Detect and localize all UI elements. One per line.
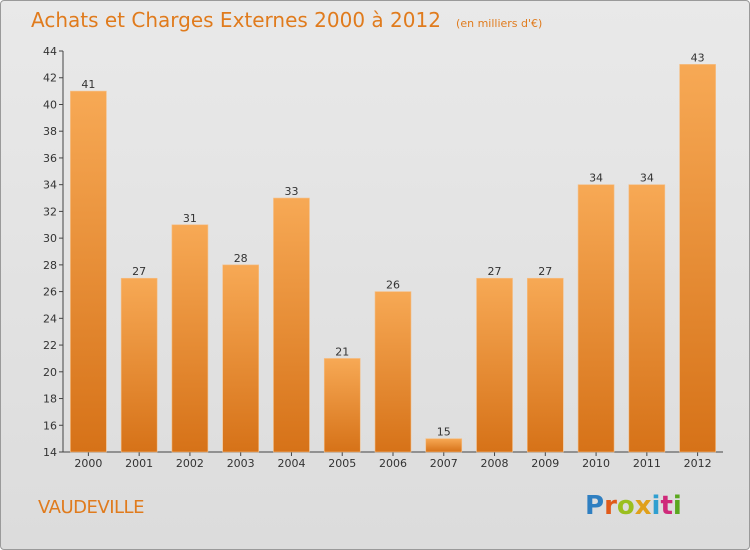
y-tick-label: 22 (43, 339, 57, 352)
y-tick-label: 24 (43, 312, 57, 325)
x-tick-label: 2004 (277, 457, 305, 470)
data-label: 27 (488, 265, 502, 278)
bar (628, 184, 666, 453)
bar (425, 438, 463, 453)
y-tick-label: 32 (43, 205, 57, 218)
x-tick-label: 2009 (531, 457, 559, 470)
bar (70, 90, 107, 453)
data-label: 27 (538, 265, 552, 278)
bar (527, 277, 564, 453)
bar (374, 291, 412, 453)
data-labels: 41 27 31 28 33 21 26 15 27 27 34 34 43 (81, 51, 704, 438)
y-tick-label: 18 (43, 393, 57, 406)
data-label: 15 (437, 426, 451, 439)
y-tick-label: 16 (43, 419, 57, 432)
y-tick-label: 20 (43, 366, 57, 379)
bar (120, 277, 158, 453)
x-tick-label: 2012 (684, 457, 712, 470)
x-tick-label: 2000 (74, 457, 102, 470)
bar (577, 184, 615, 453)
chart-subtitle: (en milliers d'€) (456, 17, 543, 30)
place-name: VAUDEVILLE (38, 497, 144, 518)
bar (222, 264, 259, 453)
x-tick-label: 2003 (227, 457, 255, 470)
bar (171, 224, 209, 453)
data-label: 34 (640, 172, 654, 185)
x-tick-label: 2005 (328, 457, 356, 470)
y-tick-label: 28 (43, 259, 57, 272)
chart-title: Achats et Charges Externes 2000 à 2012 (31, 8, 441, 32)
y-tick-label: 30 (43, 232, 57, 245)
x-tick-label: 2001 (125, 457, 153, 470)
data-label: 43 (691, 51, 705, 64)
title-line: Achats et Charges Externes 2000 à 2012 (… (31, 8, 542, 32)
data-label: 41 (81, 78, 95, 91)
y-tick-label: 42 (43, 72, 57, 85)
bar (323, 358, 361, 453)
y-tick-label: 40 (43, 98, 57, 111)
bars (70, 64, 716, 453)
data-label: 34 (589, 172, 603, 185)
x-tick-label: 2007 (430, 457, 458, 470)
y-tick-label: 36 (43, 152, 57, 165)
y-tick-label: 14 (43, 446, 57, 459)
x-tick-label: 2002 (176, 457, 204, 470)
y-tick-label: 26 (43, 286, 57, 299)
bar (679, 64, 716, 453)
data-label: 28 (234, 252, 248, 265)
data-label: 26 (386, 279, 400, 292)
x-tick-label: 2008 (481, 457, 509, 470)
data-label: 33 (284, 185, 298, 198)
proxiti-logo[interactable]: Proxiti (585, 491, 682, 521)
bar (273, 197, 310, 453)
x-tick-label: 2006 (379, 457, 407, 470)
data-label: 21 (335, 345, 349, 358)
data-label: 27 (132, 265, 146, 278)
axes: 14 16 18 20 22 24 26 28 30 32 34 36 38 40 42 44 2000 2001… (43, 45, 723, 470)
bar (476, 277, 513, 453)
y-tick-label: 44 (43, 45, 57, 58)
data-label: 31 (183, 212, 197, 225)
x-tick-label: 2011 (633, 457, 661, 470)
y-tick-label: 34 (43, 179, 57, 192)
y-tick-label: 38 (43, 125, 57, 138)
x-tick-label: 2010 (582, 457, 610, 470)
